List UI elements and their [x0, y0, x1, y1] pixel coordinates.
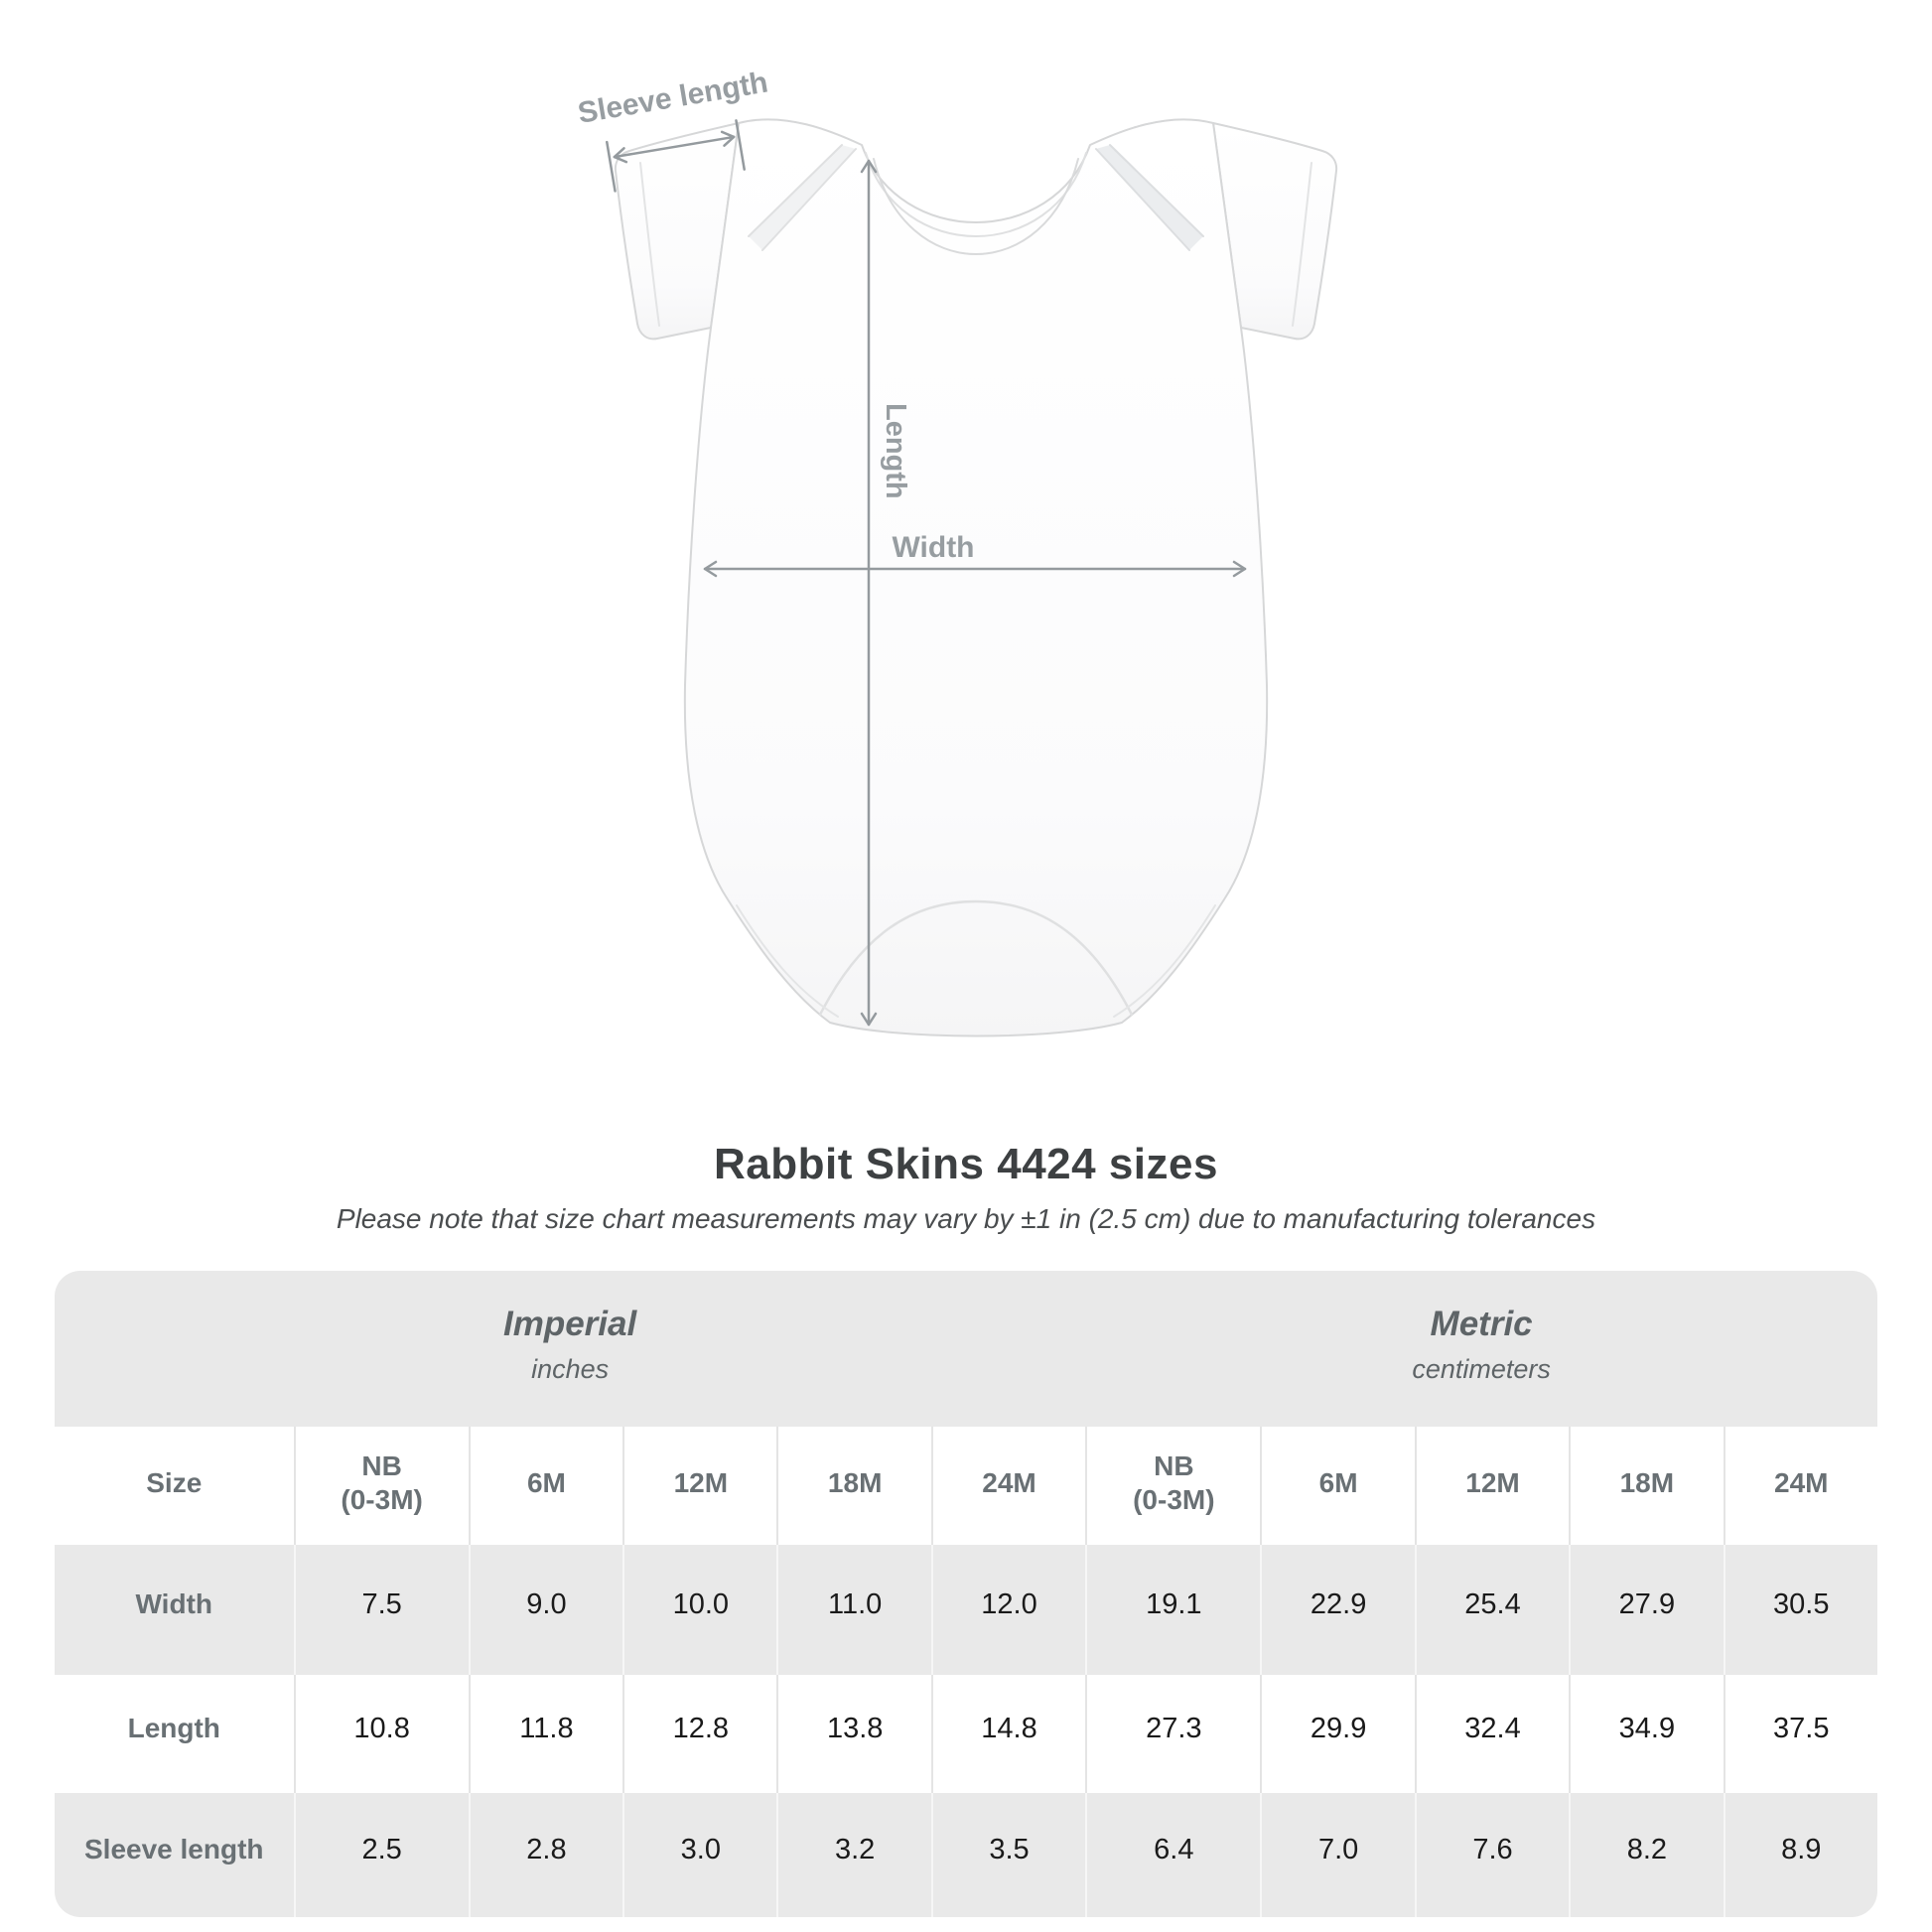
size-chart-table: Imperial inches Metric centimeters Size …: [55, 1271, 1877, 1917]
sleeve-length-row: Sleeve length 2.5 2.8 3.0 3.2 3.5 6.4 7.…: [55, 1793, 1877, 1917]
length-value: 37.5: [1723, 1675, 1877, 1793]
width-row-label: Width: [55, 1545, 294, 1675]
sleeve-length-value: 3.5: [930, 1793, 1086, 1917]
imperial-label: Imperial: [502, 1304, 637, 1343]
width-value: 25.4: [1414, 1545, 1570, 1675]
width-value: 12.0: [930, 1545, 1086, 1675]
column-header-6m-metric: 6M: [1260, 1427, 1415, 1545]
onesie-body: [683, 118, 1269, 1037]
imperial-group-header: Imperial inches: [55, 1271, 1086, 1427]
metric-unit-label: centimeters: [1412, 1353, 1551, 1384]
sleeve-length-value: 6.4: [1085, 1793, 1261, 1917]
sleeve-length-value: 3.0: [622, 1793, 777, 1917]
column-header-nb-imperial: NB (0-3M): [293, 1427, 469, 1545]
page-title: Rabbit Skins 4424 sizes: [714, 1140, 1218, 1188]
length-value: 14.8: [930, 1675, 1086, 1793]
width-value: 7.5: [293, 1545, 469, 1675]
metric-label: Metric: [1430, 1304, 1533, 1343]
length-value: 27.3: [1085, 1675, 1261, 1793]
imperial-unit-label: inches: [531, 1353, 610, 1384]
sleeve-length-value: 7.0: [1260, 1793, 1415, 1917]
length-value: 34.9: [1569, 1675, 1724, 1793]
width-label: Width: [892, 531, 974, 564]
length-value: 12.8: [622, 1675, 777, 1793]
length-value: 32.4: [1414, 1675, 1570, 1793]
column-header-24m-metric: 24M: [1723, 1427, 1877, 1545]
width-value: 19.1: [1085, 1545, 1261, 1675]
length-value: 29.9: [1260, 1675, 1415, 1793]
sleeve-length-label: Sleeve length: [576, 66, 770, 129]
column-header-12m-metric: 12M: [1414, 1427, 1570, 1545]
tolerance-note: Please note that size chart measurements…: [336, 1203, 1596, 1234]
width-value: 11.0: [776, 1545, 931, 1675]
sleeve-length-row-label: Sleeve length: [55, 1793, 294, 1917]
column-header-24m-imperial: 24M: [930, 1427, 1086, 1545]
sleeve-length-value: 3.2: [776, 1793, 931, 1917]
size-column-header: Size: [55, 1427, 294, 1545]
column-header-row: Size NB (0-3M) 6M 12M 18M 24M NB (0-3M) …: [55, 1427, 1877, 1545]
column-header-6m-imperial: 6M: [468, 1427, 623, 1545]
measurement-diagram: Sleeve length Length Width: [576, 66, 1338, 1037]
sleeve-length-value: 8.9: [1723, 1793, 1877, 1917]
width-value: 22.9: [1260, 1545, 1415, 1675]
sleeve-length-arrow: [606, 119, 746, 193]
sleeve-length-value: 2.8: [468, 1793, 623, 1917]
length-value: 11.8: [468, 1675, 623, 1793]
onesie-illustration: [614, 118, 1338, 1037]
width-value: 9.0: [468, 1545, 623, 1675]
width-value: 30.5: [1723, 1545, 1877, 1675]
width-value: 27.9: [1569, 1545, 1724, 1675]
unit-group-row: Imperial inches Metric centimeters: [55, 1271, 1877, 1427]
column-header-12m-imperial: 12M: [622, 1427, 777, 1545]
onesie-right-sleeve: [1212, 122, 1338, 341]
column-header-18m-metric: 18M: [1569, 1427, 1724, 1545]
onesie-diagram-svg: Sleeve length Length Width: [576, 66, 1338, 1037]
column-header-nb-metric: NB (0-3M): [1085, 1427, 1261, 1545]
metric-group-header: Metric centimeters: [1085, 1271, 1877, 1427]
length-value: 10.8: [293, 1675, 469, 1793]
column-header-18m-imperial: 18M: [776, 1427, 931, 1545]
width-row: Width 7.5 9.0 10.0 11.0 12.0 19.1 22.9 2…: [55, 1545, 1877, 1675]
sleeve-length-value: 7.6: [1414, 1793, 1570, 1917]
sleeve-length-value: 8.2: [1569, 1793, 1724, 1917]
width-value: 10.0: [622, 1545, 777, 1675]
length-row-label: Length: [55, 1675, 294, 1793]
length-row: Length 10.8 11.8 12.8 13.8 14.8 27.3 29.…: [55, 1675, 1877, 1793]
length-label: Length: [880, 403, 911, 499]
sleeve-length-value: 2.5: [293, 1793, 469, 1917]
length-value: 13.8: [776, 1675, 931, 1793]
